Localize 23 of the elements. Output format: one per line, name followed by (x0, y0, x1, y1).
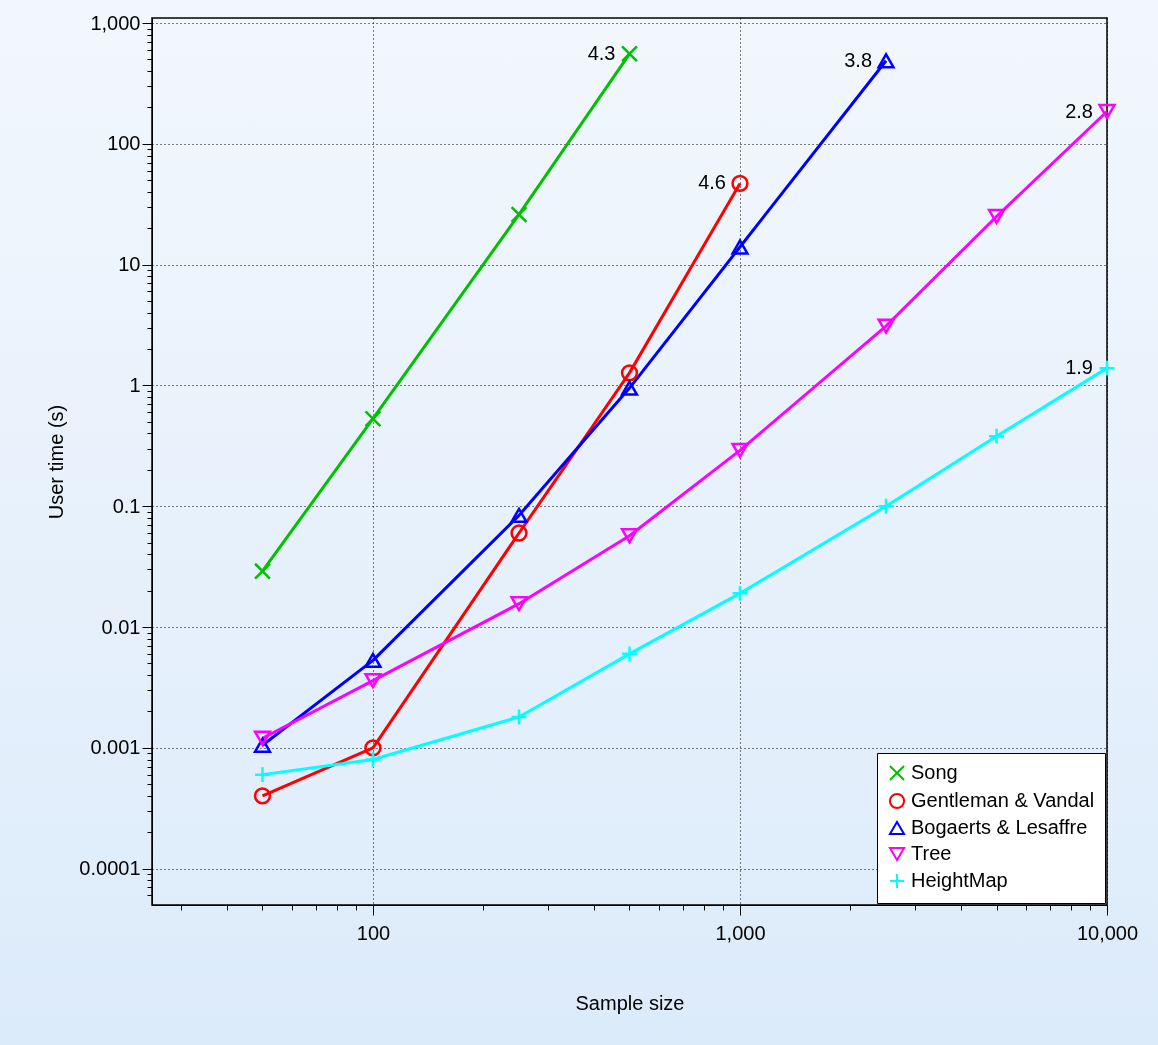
x-tick-label: 1,000 (715, 921, 766, 944)
y-tick-label: 100 (107, 132, 141, 155)
legend-label: Song (911, 761, 958, 783)
y-tick-label: 1 (129, 373, 141, 396)
annotation: 4.6 (698, 171, 726, 194)
legend-label: HeightMap (911, 869, 1008, 891)
annotation: 4.3 (587, 41, 616, 64)
y-axis-title: User time (s) (45, 404, 68, 520)
x-axis-title: Sample size (575, 991, 685, 1014)
y-tick-label: 10 (118, 253, 141, 276)
y-tick-label: 0.0001 (79, 857, 141, 880)
annotation: 3.8 (844, 48, 873, 71)
y-tick-label: 1,000 (90, 11, 141, 34)
annotation: 1.9 (1065, 356, 1093, 379)
y-tick-label: 0.001 (90, 736, 141, 759)
y-tick-label: 0.1 (112, 494, 141, 517)
legend-label: Bogaerts & Lesaffre (911, 816, 1088, 838)
x-tick-label: 100 (356, 921, 391, 944)
legend-label: Gentleman & Vandal (911, 789, 1095, 811)
legend-label: Tree (911, 842, 952, 864)
annotation: 2.8 (1065, 99, 1093, 122)
y-tick-label: 0.01 (101, 615, 141, 638)
x-tick-label: 10,000 (1076, 921, 1139, 944)
